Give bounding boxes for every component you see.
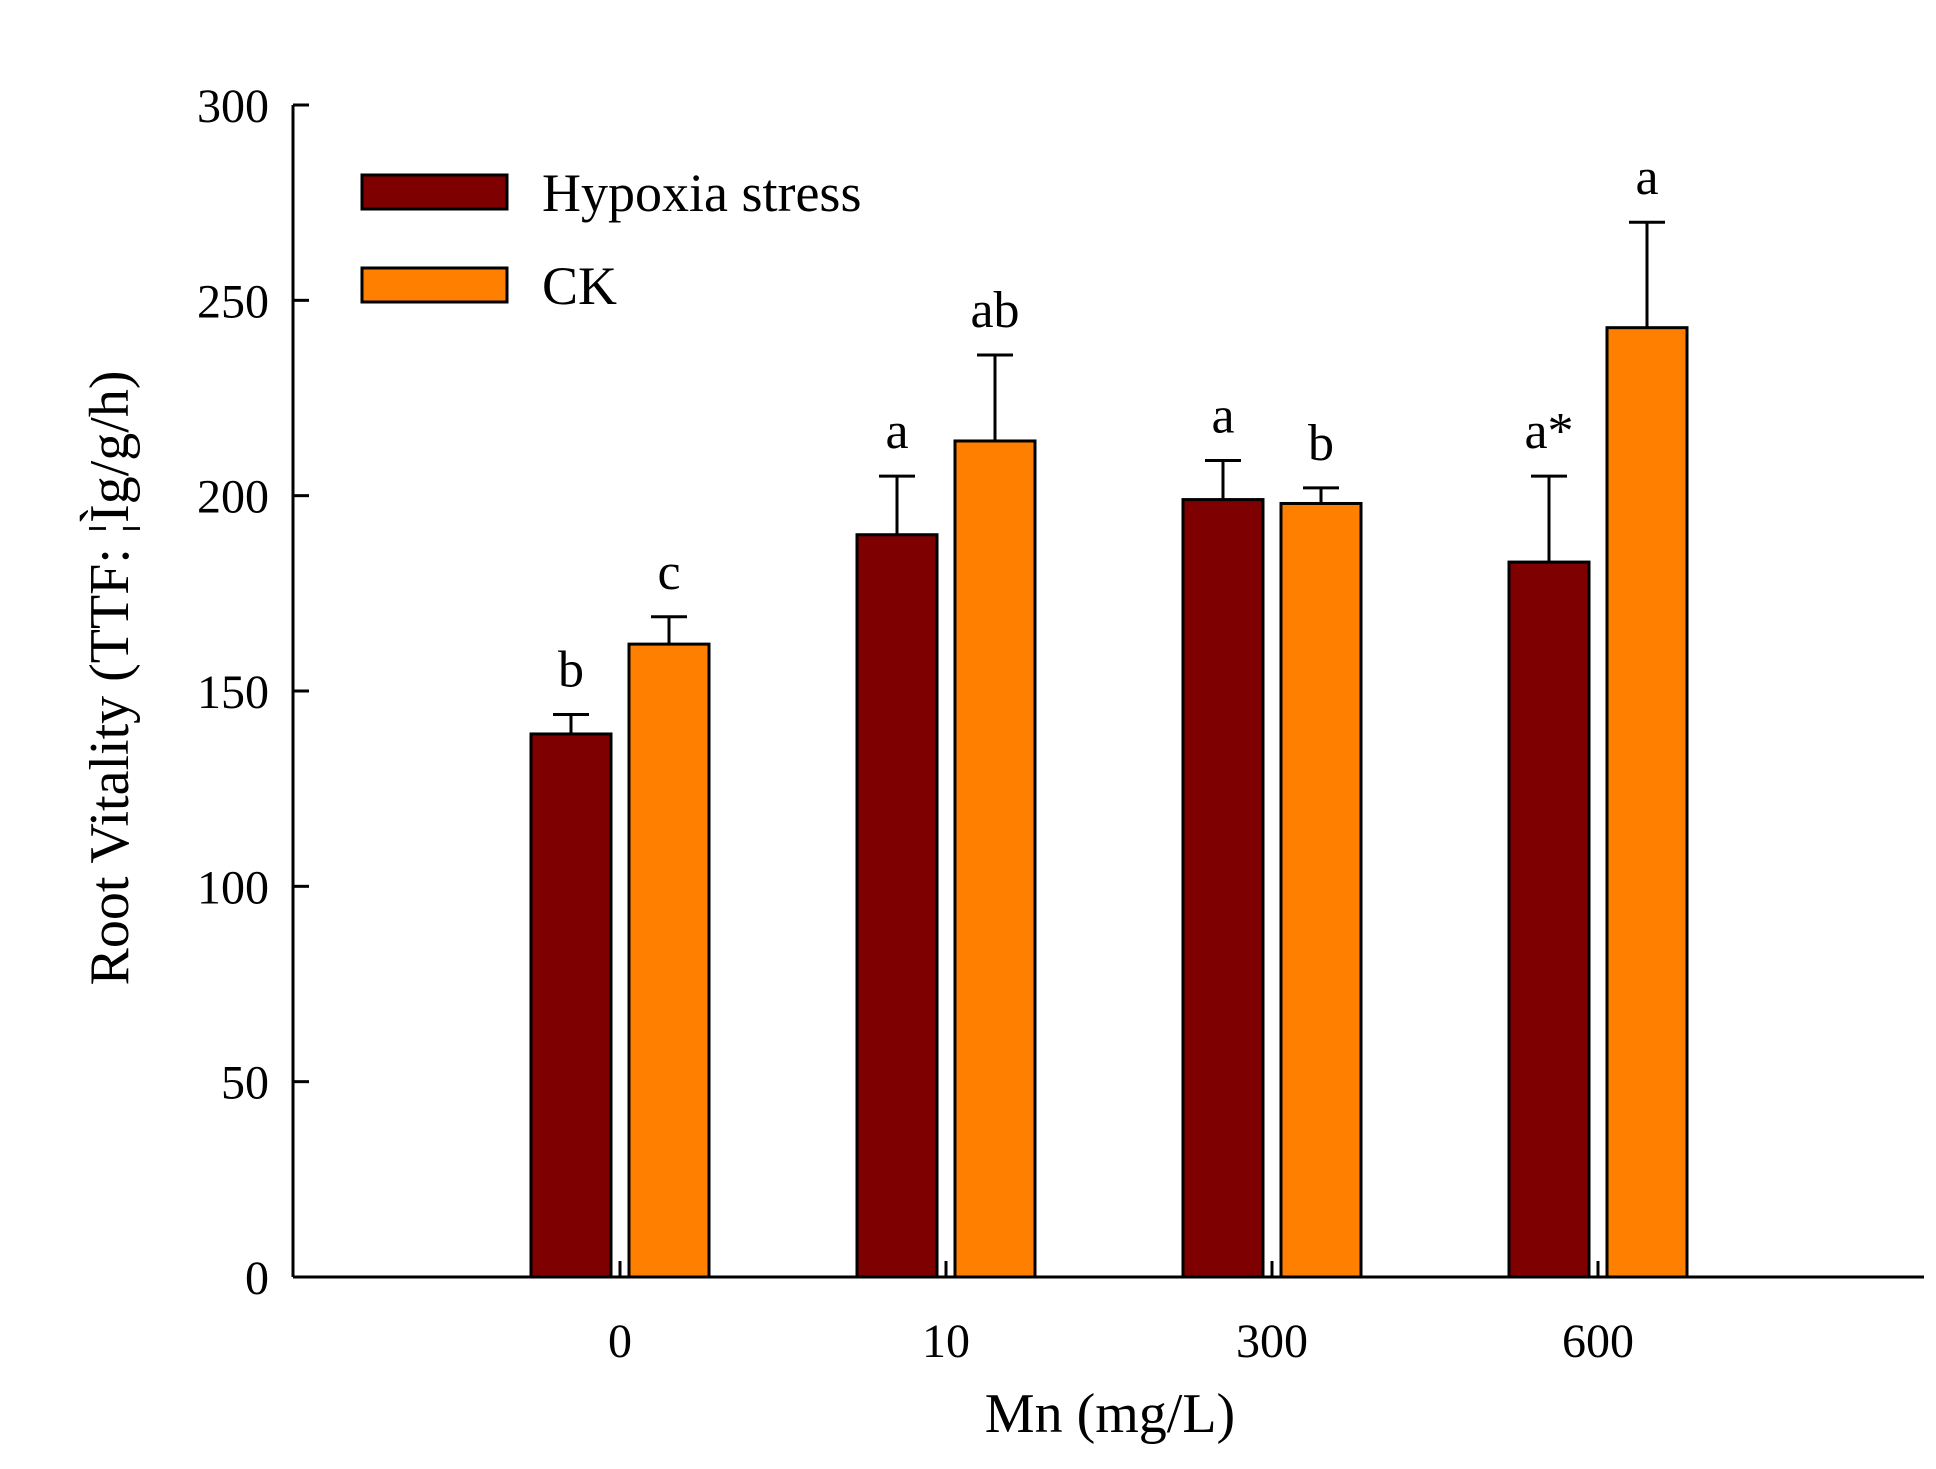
legend-label: Hypoxia stress <box>542 163 861 223</box>
significance-label: a* <box>1524 403 1573 460</box>
x-tick-label: 10 <box>922 1315 970 1368</box>
bar <box>1181 498 1265 1279</box>
significance-label: a <box>1635 149 1658 206</box>
y-tick-label: 250 <box>197 275 269 328</box>
x-tick-label: 300 <box>1236 1315 1308 1368</box>
bar <box>855 533 939 1279</box>
significance-label: b <box>558 641 584 698</box>
bar <box>529 732 613 1279</box>
bar <box>1605 326 1689 1279</box>
y-tick-label: 300 <box>197 80 269 133</box>
significance-label: c <box>657 544 680 601</box>
bar <box>627 642 711 1279</box>
y-tick-label: 0 <box>245 1252 269 1305</box>
bars: b a a a* c ab b a <box>529 149 1689 1279</box>
y-tick-label: 200 <box>197 471 269 524</box>
significance-label: b <box>1308 415 1334 472</box>
significance-label: ab <box>970 282 1019 339</box>
y-axis-title: Root Vitality (TTF: ¦Ìg/g/h) <box>79 370 141 985</box>
legend-swatch <box>360 173 509 211</box>
y-tick-label: 50 <box>221 1057 269 1110</box>
y-tick-label: 100 <box>197 861 269 914</box>
bar <box>953 439 1037 1279</box>
bar <box>1279 501 1363 1279</box>
bar <box>1507 560 1591 1279</box>
significance-label: a <box>885 403 908 460</box>
y-tick-label: 150 <box>197 666 269 719</box>
x-tick-label: 600 <box>1562 1315 1634 1368</box>
significance-label: a <box>1211 388 1234 445</box>
legend-swatch <box>360 266 509 304</box>
x-tick-label: 0 <box>608 1315 632 1368</box>
legend: Hypoxia stress CK <box>360 163 861 316</box>
axes: 0 50 100 150 200 250 300 0 10 300 600 <box>197 80 1924 1368</box>
legend-label: CK <box>542 256 617 316</box>
x-axis-title: Mn (mg/L) <box>985 1383 1235 1445</box>
